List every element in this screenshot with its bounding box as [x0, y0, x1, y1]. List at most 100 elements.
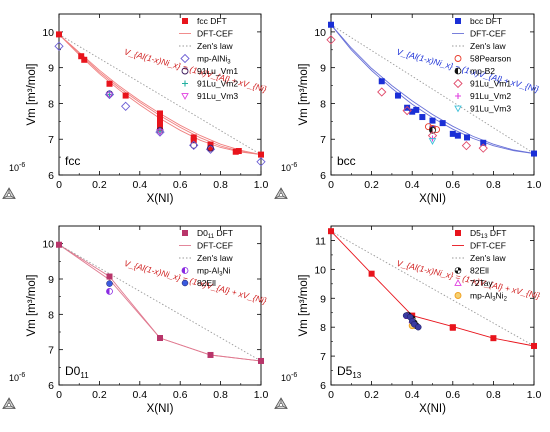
y-tick-label: 9 [320, 293, 326, 305]
legend-label: 72Tay [470, 278, 493, 288]
formula-annotation: V_{Al(1-x)Ni_x} = (1-x)V_{Al} + xV_{Ni} [123, 258, 268, 306]
data-point [464, 134, 471, 141]
x-tick-label: 0.2 [364, 179, 379, 191]
legend-marker [453, 78, 463, 89]
y-tick-label: 6 [48, 170, 54, 182]
data-point [258, 151, 264, 158]
data-point [428, 138, 437, 145]
y-tick-label: 9 [48, 274, 54, 286]
y-tick-label: 7 [48, 134, 54, 146]
y-tick-label: 10 [314, 27, 326, 39]
formula-annotation: V_{Al(1-x)Ni_x} = (1-x)V_{Al} + xV_{Ni} [396, 258, 542, 301]
legend-label: fcc DFT [197, 16, 227, 26]
chart-panel-bcc: 0 0.2 0.4 0.6 0.8 1.0 6 7 8 9 10 X(NI) Vm [m³/mol] 10… [274, 13, 542, 205]
legend-marker [454, 267, 462, 274]
legend-label: D011 DFT [197, 228, 233, 240]
y-tick-label: 9 [320, 63, 326, 75]
data-point [256, 157, 266, 167]
legend: bcc DFT DFT-CEF Zen's law 58Pearson mp-B2 91L… [452, 16, 511, 114]
x-tick-label: 0.2 [364, 389, 379, 401]
y-axis-label: Vm [m³/mol] [26, 64, 38, 126]
y-tick-label: 11 [315, 235, 326, 247]
data-point [328, 21, 334, 28]
thermo-calc-logo-icon [274, 397, 288, 409]
legend-label: 82Ell [470, 266, 489, 276]
x-tick-label: 0.8 [213, 389, 228, 401]
y-tick-label: 6 [320, 170, 326, 182]
legend-marker [182, 80, 188, 87]
legend-label: 91Lu_Vm1 [197, 66, 238, 76]
data-point [429, 117, 436, 124]
series-82ell [106, 280, 113, 287]
formula-annotation: V_{Al(1-x)Ni_x} = (1-x)V_{Al} + xV_{Ni} [395, 47, 540, 95]
y-tick-label: 10 [42, 27, 54, 39]
y-tick-label: 8 [48, 309, 54, 321]
phase-label: D011 [65, 364, 89, 380]
data-point [490, 335, 497, 342]
data-point [81, 56, 88, 63]
data-point [480, 139, 487, 146]
formula-annotation: V_{Al(1-x)Ni_x} = (1-x)V_{Al} + xV_{Ni} [123, 47, 268, 95]
data-point [413, 106, 420, 113]
data-point [106, 280, 113, 287]
x-tick-label: 0.6 [445, 389, 460, 401]
x-tick-label: 0.4 [405, 179, 420, 191]
x-axis-label: X(NI) [419, 403, 446, 415]
data-point [122, 92, 129, 99]
legend-marker [455, 93, 461, 99]
legend-label: DFT-CEF [470, 241, 506, 251]
legend-label: 91Lu_Vm2 [197, 79, 238, 89]
data-point [419, 114, 426, 121]
legend-marker [454, 67, 462, 75]
x-tick-label: 0.8 [213, 179, 228, 191]
x-tick-label: 1.0 [527, 179, 542, 191]
y-axis-label: Vm [m³/mol] [298, 275, 310, 337]
x-tick-label: 1.0 [527, 389, 542, 401]
legend-label: Zen's law [470, 41, 506, 51]
data-point [258, 357, 264, 364]
legend-label: mp-Al3Ni2 [470, 291, 508, 303]
y-tick-label: 9 [48, 63, 54, 75]
legend-marker [181, 267, 189, 274]
data-point [415, 323, 422, 331]
x-axis-label: X(NI) [419, 193, 446, 205]
legend-label: DFT-CEF [197, 241, 233, 251]
x-tick-label: 0.8 [486, 179, 501, 191]
x-axis-label: X(NI) [147, 193, 174, 205]
x-axis-label: X(NI) [147, 403, 174, 415]
data-point [368, 270, 375, 277]
series-58pearson [424, 123, 441, 134]
data-point [378, 78, 385, 85]
y-tick-label: 7 [48, 345, 54, 357]
x-tick-label: 0.6 [173, 389, 188, 401]
data-point [404, 104, 411, 111]
x-tick-label: 0 [56, 389, 62, 401]
data-point [531, 342, 537, 349]
legend-label: 91Lu_Vm2 [470, 91, 511, 101]
y-tick-label: 8 [48, 98, 54, 110]
x-tick-label: 0.8 [486, 389, 501, 401]
data-point [461, 141, 472, 151]
x-tick-label: 0 [328, 389, 334, 401]
legend-label: D513 DFT [470, 228, 506, 240]
data-point [156, 129, 164, 136]
data-point [377, 87, 387, 97]
legend-label: Zen's law [197, 253, 233, 263]
data-point [439, 120, 446, 127]
legend-label: DFT-CEF [470, 29, 506, 39]
scale-factor-label: 10-6 [9, 162, 25, 173]
data-point [104, 89, 115, 100]
data-point [78, 53, 85, 60]
phase-label: D513 [337, 364, 362, 380]
data-point [235, 148, 242, 155]
y-tick-label: 10 [314, 264, 326, 276]
y-tick-label: 10 [42, 239, 54, 251]
data-point [190, 137, 197, 144]
series-line-zen-s-law [330, 24, 535, 154]
thermo-calc-logo-icon [2, 187, 16, 199]
data-point [56, 31, 62, 38]
series-91lu-vm3 [105, 92, 164, 136]
y-tick-label: 7 [320, 351, 326, 363]
